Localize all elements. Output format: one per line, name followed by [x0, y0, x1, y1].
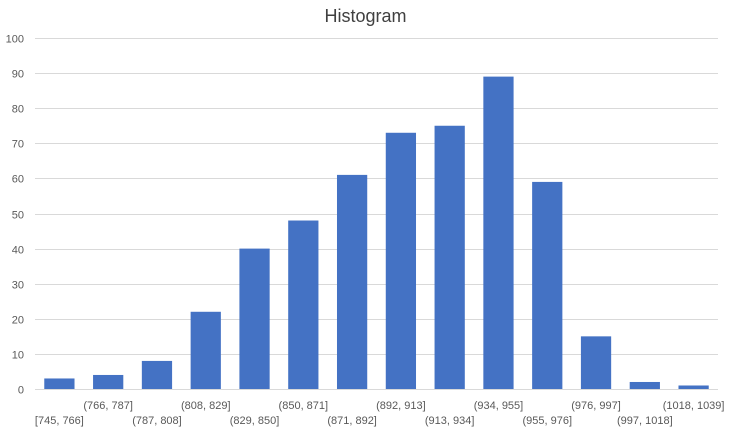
y-tick-label: 0: [18, 385, 24, 397]
bar: [532, 181, 563, 389]
x-tick-label: (787, 808]: [132, 415, 182, 427]
bar: [483, 76, 514, 390]
bar: [580, 336, 612, 389]
x-tick-label: (871, 892]: [327, 415, 377, 427]
bar: [141, 360, 173, 389]
bar: [288, 220, 319, 389]
y-tick-label: 20: [12, 315, 24, 327]
y-tick-label: 40: [12, 245, 24, 257]
bar: [239, 248, 270, 389]
bar: [434, 125, 465, 389]
x-tick-label: (1018, 1039]: [663, 400, 725, 412]
x-tick-label: (766, 787]: [83, 400, 133, 412]
x-tick-label: (934, 955]: [474, 400, 524, 412]
chart-title: Histogram: [324, 6, 407, 26]
x-tick-label: (976, 997]: [571, 400, 621, 412]
bar: [385, 132, 417, 389]
x-tick-label: (829, 850]: [230, 415, 280, 427]
bar: [93, 374, 124, 389]
y-tick-label: 10: [12, 350, 24, 362]
y-tick-label: 80: [12, 104, 24, 116]
bar: [190, 311, 221, 389]
x-tick-label: (955, 976]: [522, 415, 572, 427]
x-tick-label: (997, 1018]: [617, 415, 673, 427]
bar: [44, 378, 75, 389]
x-tick-label: [745, 766]: [35, 415, 84, 427]
y-tick-label: 100: [6, 34, 24, 46]
y-tick-label: 70: [12, 139, 24, 151]
y-tick-label: 30: [12, 280, 24, 292]
x-tick-label: (808, 829]: [181, 400, 231, 412]
x-tick-label: (913, 934]: [425, 415, 475, 427]
y-tick-label: 90: [12, 69, 24, 81]
bar: [678, 385, 709, 389]
y-tick-label: 50: [12, 210, 24, 222]
bar: [336, 174, 368, 389]
x-tick-label: (892, 913]: [376, 400, 426, 412]
y-tick-label: 60: [12, 174, 24, 186]
x-tick-label: (850, 871]: [279, 400, 329, 412]
bar: [629, 381, 660, 389]
